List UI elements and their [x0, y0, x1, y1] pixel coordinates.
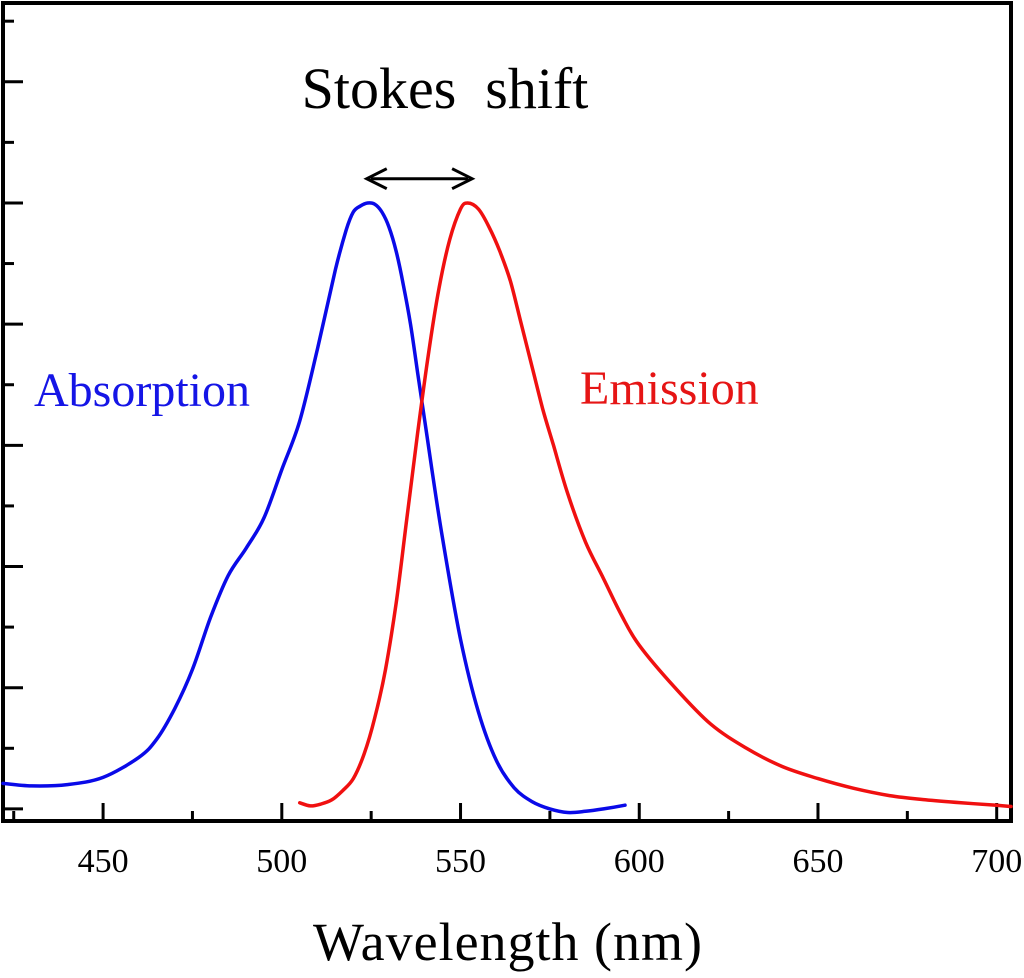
series-lines [1, 201, 1013, 815]
absorption-label: Absorption [34, 364, 250, 417]
chart-title: Stokes shift [302, 56, 589, 121]
x-tick-label: 550 [435, 843, 486, 880]
x-axis-title: Wavelength (nm) [313, 912, 703, 972]
x-tick-label: 500 [256, 843, 307, 880]
absorption-series-line [1, 201, 627, 815]
emission-label: Emission [580, 362, 759, 415]
x-axis-tick-labels: 450 500 550 600 650 700 [78, 843, 1023, 880]
y-axis-ticks [3, 19, 23, 811]
x-tick-label: 650 [792, 843, 843, 880]
plot-frame [1, 1, 1013, 823]
x-tick-label: 700 [971, 843, 1022, 880]
x-tick-label: 450 [78, 843, 129, 880]
arrow-head-left [363, 167, 388, 191]
x-axis-ticks [12, 803, 999, 821]
stokes-shift-arrow [363, 167, 476, 191]
emission-series-line [297, 201, 1013, 809]
arrow-head-right [451, 167, 476, 191]
x-tick-label: 600 [614, 843, 665, 880]
